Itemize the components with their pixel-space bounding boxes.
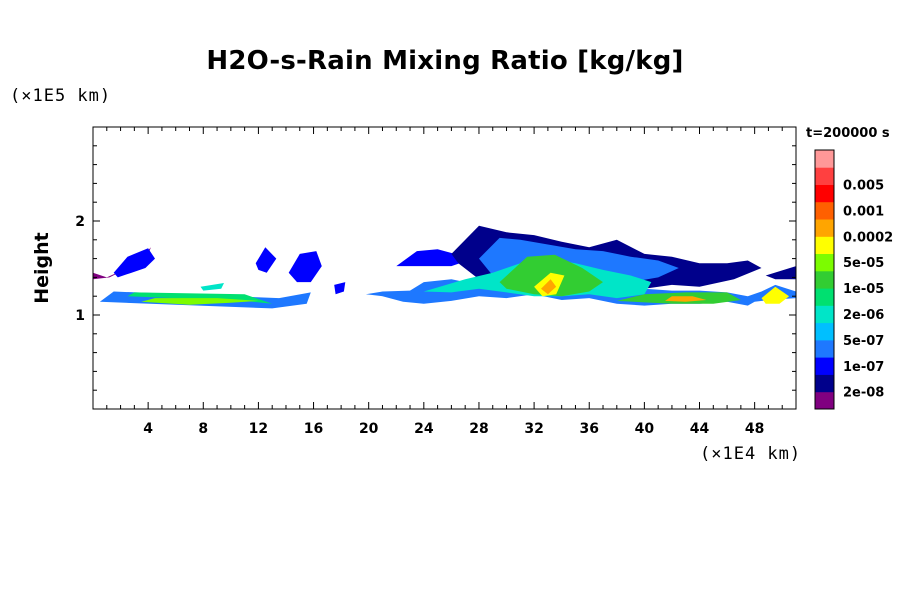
colorbar-label: 1e-05 (843, 282, 884, 297)
x-tick-label: 24 (414, 421, 434, 437)
contour-fill-layer (93, 225, 796, 309)
plot-frame (92, 126, 797, 410)
contour-region-1 (113, 248, 155, 278)
contour-region-2 (255, 247, 277, 273)
contour-region-10 (396, 249, 466, 267)
y-axis-unit: (×1E5 km) (10, 86, 112, 106)
x-axis-unit: (×1E4 km) (700, 444, 802, 464)
x-tick-label: 20 (359, 421, 379, 437)
contour-region-4 (334, 282, 346, 295)
colorbar-swatch (815, 305, 834, 324)
colorbar-swatch (815, 253, 834, 272)
x-tick-label: 28 (469, 421, 488, 437)
colorbar-swatch (815, 270, 834, 289)
colorbar-swatch (815, 219, 834, 237)
colorbar-label: 0.0002 (843, 230, 893, 245)
x-tick-label: 44 (690, 421, 710, 437)
colorbar-swatch (815, 391, 834, 410)
contour-region-18 (665, 296, 707, 302)
x-tick-label: 8 (198, 421, 208, 437)
contour-region-16 (541, 279, 557, 295)
y-tick-label: 1 (75, 308, 85, 324)
contour-region-20 (765, 266, 796, 280)
x-tick-label: 36 (579, 421, 598, 437)
colorbar-swatch (815, 288, 834, 306)
x-tick-label: 32 (524, 421, 543, 437)
y-axis: 12 (75, 145, 796, 391)
x-tick-label: 12 (249, 421, 268, 437)
colorbar-swatch (815, 201, 834, 220)
x-tick-label: 4 (143, 421, 153, 437)
colorbar-swatch (815, 150, 834, 168)
colorbar-swatch (815, 322, 834, 341)
y-axis-label: Height (31, 232, 53, 304)
colorbar-label: 5e-05 (843, 256, 884, 271)
x-axis: 4 8 12 16 20 24 28 32 36 40 44 48 (106, 127, 783, 437)
colorbar-swatch (815, 357, 834, 375)
chart-title: H2O-s-Rain Mixing Ratio [kg/kg] (206, 46, 684, 76)
y-tick-label: 2 (75, 214, 85, 230)
x-tick-label: 48 (745, 421, 764, 437)
colorbar-label: 0.005 (843, 179, 884, 194)
colorbar-label: 1e-07 (843, 360, 884, 375)
colorbar-label: 5e-07 (843, 334, 884, 349)
colorbar-label: 2e-08 (843, 386, 884, 401)
contour-region-19 (761, 286, 790, 304)
colorbar-label: 0.001 (843, 204, 884, 219)
colorbar-swatch (815, 184, 834, 203)
colorbar-frame (814, 149, 835, 410)
contour-region-3 (288, 251, 322, 283)
colorbar: 2e-08 1e-07 5e-07 2e-06 1e-05 5e-05 0.0002 0.00… (814, 149, 893, 410)
colorbar-swatch (815, 236, 834, 254)
x-tick-label: 16 (304, 421, 323, 437)
colorbar-label: 2e-06 (843, 308, 884, 323)
colorbar-swatch (815, 339, 834, 358)
contour-region-7 (141, 298, 259, 305)
contour-region-6 (127, 292, 273, 304)
x-tick-label: 40 (635, 421, 655, 437)
time-label: t=200000 s (806, 126, 890, 141)
colorbar-swatch (815, 374, 834, 393)
contour-region-8 (200, 283, 224, 291)
colorbar-swatch (815, 167, 834, 185)
